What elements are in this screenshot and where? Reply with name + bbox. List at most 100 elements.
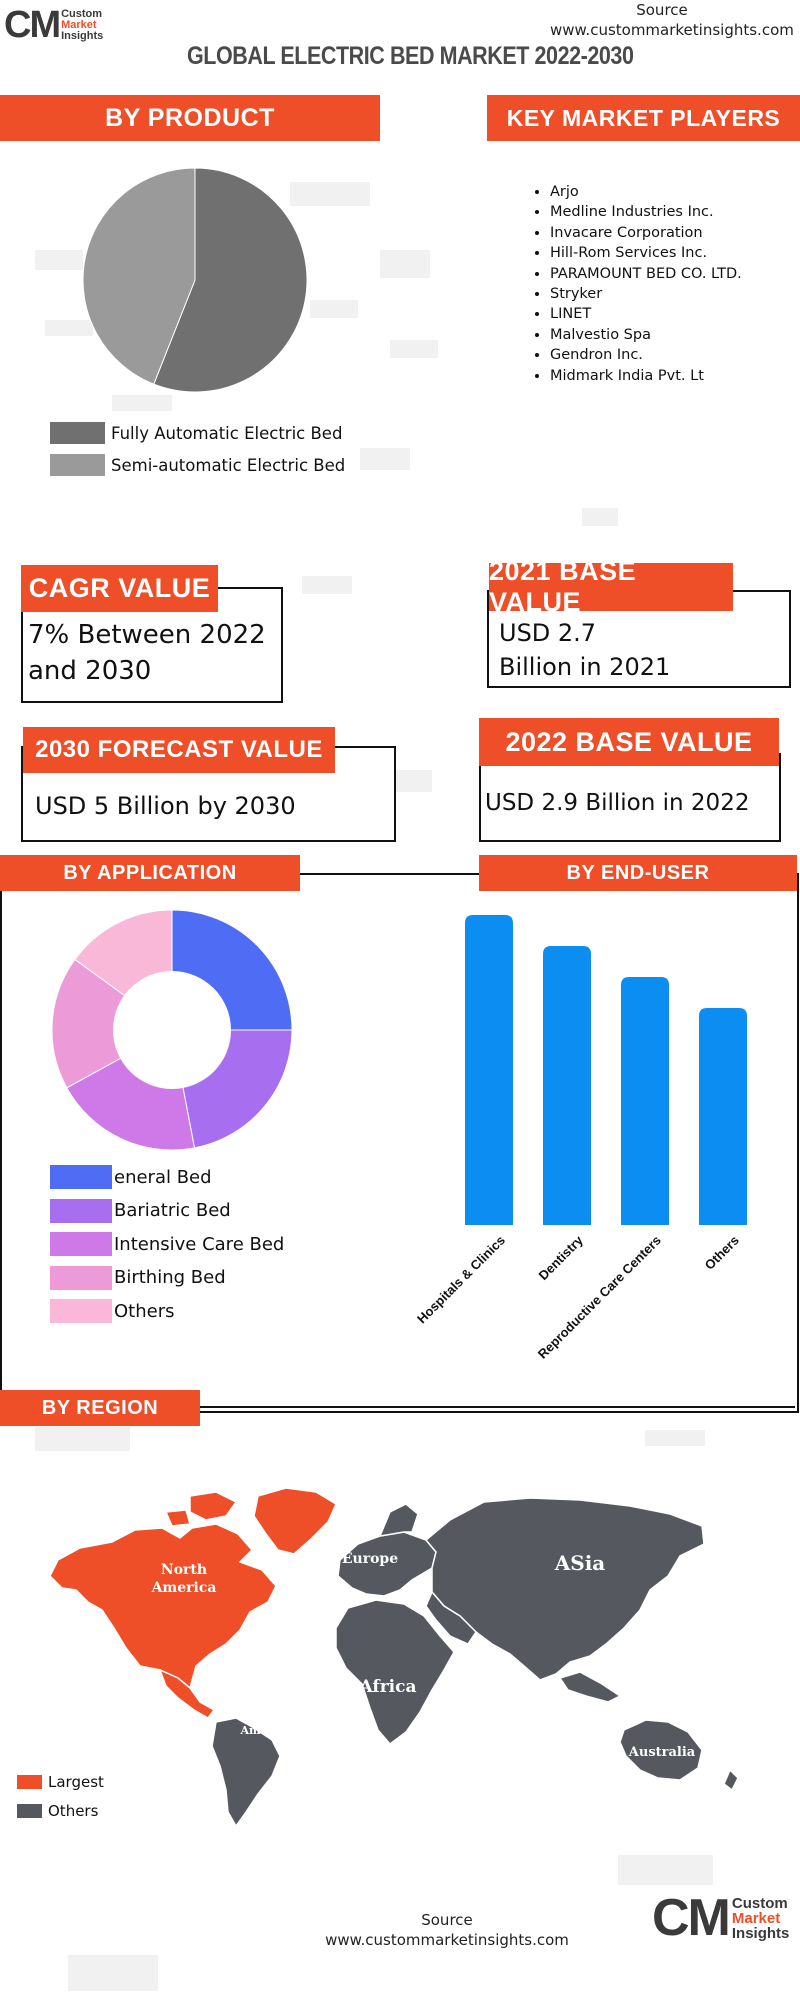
legend-swatch xyxy=(50,422,105,444)
application-legend-item: Others xyxy=(50,1299,175,1323)
logo-wordmark: Custom Market Insights xyxy=(732,1896,790,1941)
region-australia xyxy=(619,1719,703,1781)
key-player-item: Hill-Rom Services Inc. xyxy=(550,243,742,263)
product-legend-fully: Fully Automatic Electric Bed xyxy=(50,422,342,444)
by-application-heading: BY APPLICATION xyxy=(0,855,300,891)
by-region-heading: BY REGION xyxy=(0,1390,200,1426)
decor-block xyxy=(45,320,93,336)
application-legend-item: eneral Bed xyxy=(50,1165,212,1189)
application-legend-item: Intensive Care Bed xyxy=(50,1232,284,1256)
legend-label: Semi-automatic Electric Bed xyxy=(111,455,346,475)
base-2022-heading: 2022 BASE VALUE xyxy=(479,718,779,766)
decor-block xyxy=(618,1855,713,1885)
bar-tick-label: Others xyxy=(702,1233,742,1273)
region-asia xyxy=(424,1497,705,1681)
forecast-2030-heading: 2030 FORECAST VALUE xyxy=(23,727,335,773)
by-end-user-heading: BY END-USER xyxy=(479,855,797,891)
bar-tick-label: Dentistry xyxy=(535,1232,586,1283)
base-2022-value: USD 2.9 Billion in 2022 xyxy=(485,790,750,816)
legend-swatch xyxy=(50,1198,112,1223)
legend-label: Bariatric Bed xyxy=(114,1200,231,1221)
key-player-item: Midmark India Pvt. Lt xyxy=(550,366,742,386)
decor-block xyxy=(112,395,172,411)
world-map: North America Europe ASia Africa South A… xyxy=(49,1487,739,1828)
application-donut-chart xyxy=(51,909,293,1151)
pie-slice xyxy=(82,167,196,385)
label-asia: ASia xyxy=(554,1551,606,1575)
legend-label: Intensive Care Bed xyxy=(114,1233,285,1255)
legend-label: eneral Bed xyxy=(114,1166,212,1188)
legend-label: Largest xyxy=(48,1773,104,1791)
label-europe: Europe xyxy=(342,1551,398,1567)
region-arctic-islands xyxy=(164,1491,238,1527)
key-players-heading: KEY MARKET PLAYERS xyxy=(487,95,800,141)
region-legend-others: Others xyxy=(17,1802,98,1820)
label-australia: Australia xyxy=(628,1745,696,1760)
decor-block xyxy=(290,182,370,206)
decor-block xyxy=(645,1430,705,1446)
logo-line: Insights xyxy=(61,30,104,42)
label-south-america: America xyxy=(240,1724,292,1737)
product-legend-semi: Semi-automatic Electric Bed xyxy=(50,454,345,476)
cagr-line: and 2030 xyxy=(28,656,152,686)
logo-wordmark: Custom Market Insights xyxy=(61,9,103,42)
bar-tick-label: Hospitals & Clinics xyxy=(414,1233,508,1327)
application-legend-item: Bariatric Bed xyxy=(50,1198,231,1223)
region-africa xyxy=(335,1599,455,1746)
region-greenland xyxy=(253,1487,337,1555)
base-2021-line: USD 2.7 xyxy=(499,619,597,647)
key-player-item: PARAMOUNT BED CO. LTD. xyxy=(550,264,742,284)
label-north-america: America xyxy=(151,1580,217,1596)
company-logo: CM Custom Market Insights xyxy=(4,4,103,47)
footer-logo: CM Custom Market Insights xyxy=(652,1888,789,1948)
decor-block xyxy=(390,340,438,358)
product-pie-chart xyxy=(82,167,308,393)
source-label: Source xyxy=(636,1,688,19)
legend-swatch xyxy=(50,1165,112,1189)
bar xyxy=(621,977,669,1225)
legend-label: Birthing Bed xyxy=(114,1267,226,1288)
application-legend-item: Birthing Bed xyxy=(50,1265,226,1290)
source-url: www.custommarketinsights.com xyxy=(550,21,794,39)
region-north-america xyxy=(49,1523,277,1690)
region-central-america xyxy=(158,1668,216,1719)
end-user-bar-chart: Hospitals & Clinics DentistryReproductive… xyxy=(414,915,747,1362)
legend-swatch xyxy=(17,1775,42,1789)
key-player-item: Medline Industries Inc. xyxy=(550,202,742,222)
page-title: GLOBAL ELECTRIC BED MARKET 2022-2030 xyxy=(187,42,634,70)
region-southeast-asia xyxy=(558,1671,622,1703)
legend-swatch xyxy=(50,1232,112,1256)
legend-label: Fully Automatic Electric Bed xyxy=(111,423,343,443)
bar xyxy=(465,915,513,1225)
region-new-zealand xyxy=(723,1768,739,1792)
source-label: Source xyxy=(421,1911,473,1929)
region-divider xyxy=(0,1406,795,1408)
legend-swatch xyxy=(50,454,105,476)
decor-block xyxy=(68,1955,158,1991)
donut-slice xyxy=(51,958,173,1089)
pie-slice xyxy=(153,167,308,393)
decor-block xyxy=(582,508,618,526)
base-2021-line: Billion in 2021 xyxy=(499,653,671,681)
donut-hole xyxy=(113,971,231,1089)
logo-line: Custom xyxy=(61,8,103,20)
key-player-item: Stryker xyxy=(550,284,742,304)
logo-line: Market xyxy=(731,1909,781,1927)
base-2022-box: USD 2.9 Billion in 2022 xyxy=(479,753,781,842)
decor-block xyxy=(380,250,430,278)
legend-label: Others xyxy=(48,1802,99,1820)
label-north-america: North xyxy=(161,1562,207,1578)
decor-block xyxy=(360,448,410,470)
key-player-item: Malvestio Spa xyxy=(550,325,742,345)
decor-block xyxy=(310,300,358,318)
logo-line: Insights xyxy=(731,1924,790,1942)
key-player-item: Gendron Inc. xyxy=(550,345,742,365)
logo-mark: CM xyxy=(4,4,61,46)
key-players-list: ArjoMedline Industries Inc.Invacare Corp… xyxy=(532,182,742,386)
forecast-2030-value: USD 5 Billion by 2030 xyxy=(35,792,296,820)
legend-swatch xyxy=(17,1804,42,1818)
logo-line: Market xyxy=(61,19,97,31)
cagr-line: 7% Between 2022 xyxy=(28,620,266,650)
logo-line: Custom xyxy=(731,1894,788,1912)
region-legend-largest: Largest xyxy=(17,1773,104,1791)
